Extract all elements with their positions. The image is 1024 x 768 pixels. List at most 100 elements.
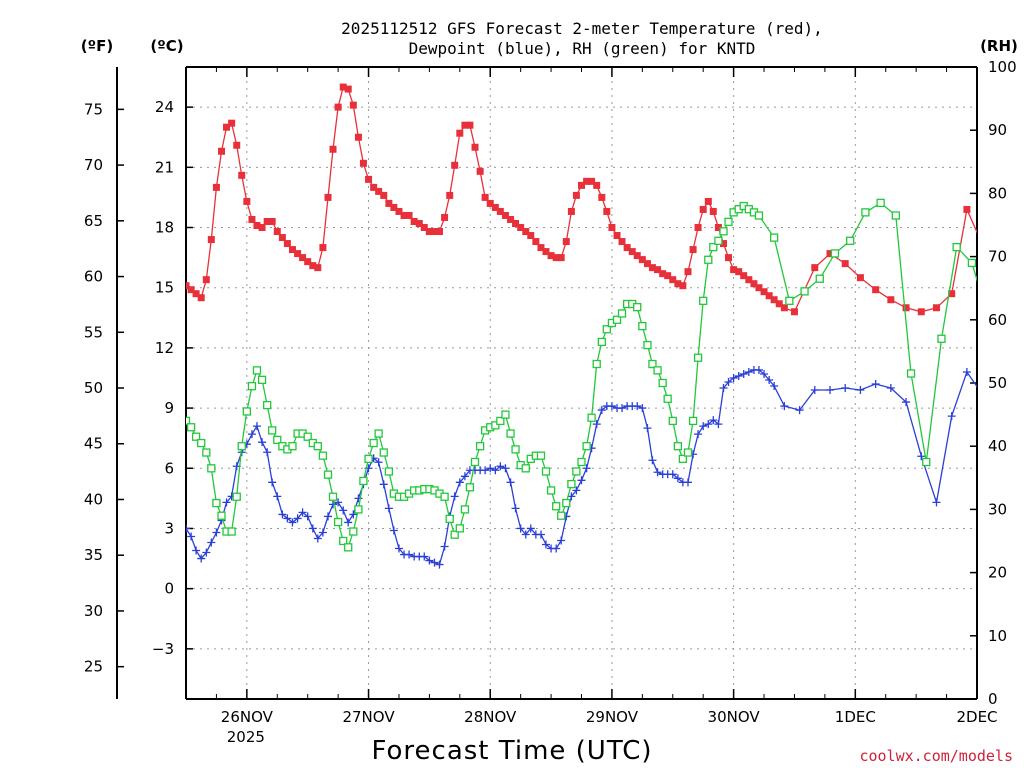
data-point (714, 236, 723, 245)
data-point (440, 492, 449, 501)
x-tick-label: 26NOV (221, 708, 274, 726)
data-point (902, 398, 911, 407)
data-point (638, 404, 647, 413)
rh-tick-label: 10 (988, 627, 1007, 645)
data-point (617, 309, 627, 318)
data-point (207, 236, 215, 244)
data-point (587, 413, 596, 422)
data-point (607, 402, 616, 411)
data-point (359, 476, 368, 486)
data-point (420, 552, 429, 561)
data-point (283, 514, 292, 523)
data-point (481, 466, 490, 475)
data-point (410, 217, 418, 225)
data-point (227, 527, 236, 536)
data-point (663, 394, 672, 403)
data-point (735, 268, 743, 276)
data-point (876, 198, 885, 208)
data-point (724, 217, 733, 226)
data-point (415, 219, 423, 227)
data-point (344, 518, 353, 527)
data-point (582, 464, 591, 473)
data-point (952, 242, 961, 252)
data-point (405, 211, 413, 219)
data-point (683, 478, 692, 487)
fahrenheit-tick-label: 35 (84, 546, 103, 564)
data-point (450, 530, 459, 539)
data-point (780, 304, 788, 312)
data-point (602, 325, 611, 334)
data-point (588, 177, 596, 185)
data-point (511, 504, 520, 513)
data-point (719, 227, 728, 236)
data-point (623, 244, 631, 252)
data-point (978, 390, 986, 398)
data-point (659, 270, 667, 278)
data-point (592, 359, 601, 369)
data-point (425, 556, 434, 565)
data-point (755, 284, 763, 292)
data-point (769, 233, 779, 242)
data-point (232, 492, 241, 501)
data-point (212, 183, 220, 191)
data-point (379, 448, 388, 457)
data-point (324, 512, 333, 521)
data-point (354, 133, 362, 141)
data-point (674, 280, 682, 288)
celsius-tick-label: 12 (155, 339, 174, 357)
data-point (714, 224, 722, 232)
data-point (191, 432, 201, 441)
data-point (186, 423, 196, 432)
data-point (872, 286, 880, 294)
data-point (562, 238, 570, 246)
data-point (546, 486, 556, 495)
data-point (471, 143, 479, 151)
series-line (186, 202, 977, 549)
rh-unit-label: (RH) (980, 37, 1018, 55)
data-point (618, 238, 626, 246)
data-point (688, 416, 698, 426)
data-point (709, 207, 717, 215)
data-point (557, 536, 566, 545)
data-point (323, 470, 333, 479)
data-point (278, 234, 286, 242)
data-point (233, 141, 241, 149)
data-point (734, 371, 743, 380)
data-point (618, 404, 627, 413)
data-point (313, 534, 322, 543)
data-point (760, 369, 769, 378)
data-point (841, 260, 849, 268)
data-point (318, 451, 328, 460)
data-point (349, 527, 358, 536)
data-point (628, 248, 636, 256)
data-point (648, 264, 656, 272)
fahrenheit-tick-label: 70 (84, 156, 103, 174)
data-point (967, 258, 977, 268)
data-point (344, 543, 353, 552)
credit-text: coolwx.com/models (859, 747, 1013, 765)
celsius-tick-label: 24 (155, 98, 174, 116)
data-point (770, 296, 778, 304)
data-point (247, 430, 256, 439)
data-point (552, 502, 561, 511)
data-point (192, 546, 201, 555)
data-point (460, 472, 469, 481)
data-point (187, 532, 196, 541)
data-point (339, 506, 348, 515)
data-point (273, 228, 281, 236)
data-point (577, 457, 586, 467)
data-point (390, 203, 398, 211)
data-point (948, 290, 956, 298)
data-point (475, 442, 485, 451)
data-point (582, 442, 591, 451)
data-point (699, 205, 707, 213)
rh-tick-label: 30 (988, 500, 1007, 518)
data-point (790, 308, 798, 316)
data-point (633, 252, 641, 260)
data-point (770, 382, 779, 391)
data-point (720, 240, 728, 248)
data-point (694, 224, 702, 232)
chart-title-line-2: Dewpoint (blue), RH (green) for KNTD (409, 39, 756, 58)
data-point (689, 246, 697, 254)
